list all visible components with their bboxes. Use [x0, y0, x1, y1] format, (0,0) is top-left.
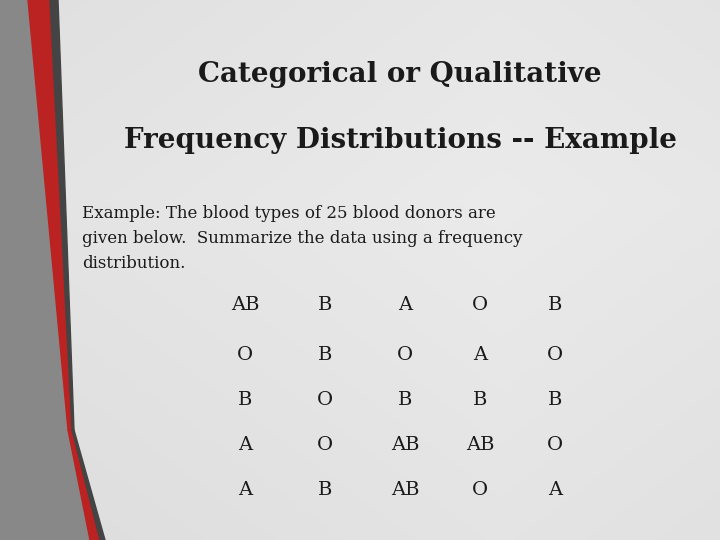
- Text: B: B: [318, 296, 332, 314]
- Text: B: B: [548, 391, 562, 409]
- Text: B: B: [318, 346, 332, 364]
- Text: B: B: [398, 391, 412, 409]
- Text: A: A: [238, 481, 252, 499]
- Polygon shape: [28, 0, 72, 430]
- Text: O: O: [472, 481, 488, 499]
- Polygon shape: [50, 0, 74, 430]
- Text: Categorical or Qualitative: Categorical or Qualitative: [198, 62, 602, 89]
- Text: A: A: [473, 346, 487, 364]
- Text: Example: The blood types of 25 blood donors are
given below.  Summarize the data: Example: The blood types of 25 blood don…: [82, 205, 523, 272]
- Polygon shape: [0, 0, 68, 540]
- Text: A: A: [238, 436, 252, 454]
- Text: O: O: [547, 346, 563, 364]
- Text: Frequency Distributions -- Example: Frequency Distributions -- Example: [124, 126, 677, 153]
- Text: B: B: [238, 391, 252, 409]
- Text: O: O: [472, 296, 488, 314]
- Polygon shape: [72, 430, 105, 540]
- Polygon shape: [0, 430, 90, 540]
- Text: B: B: [318, 481, 332, 499]
- Polygon shape: [68, 430, 100, 540]
- Text: O: O: [237, 346, 253, 364]
- Text: O: O: [547, 436, 563, 454]
- Text: A: A: [398, 296, 412, 314]
- Text: O: O: [397, 346, 413, 364]
- Text: AB: AB: [466, 436, 494, 454]
- Text: B: B: [548, 296, 562, 314]
- Text: AB: AB: [230, 296, 259, 314]
- Text: AB: AB: [391, 436, 419, 454]
- Text: O: O: [317, 391, 333, 409]
- Text: B: B: [473, 391, 487, 409]
- Text: A: A: [548, 481, 562, 499]
- Text: O: O: [317, 436, 333, 454]
- Text: AB: AB: [391, 481, 419, 499]
